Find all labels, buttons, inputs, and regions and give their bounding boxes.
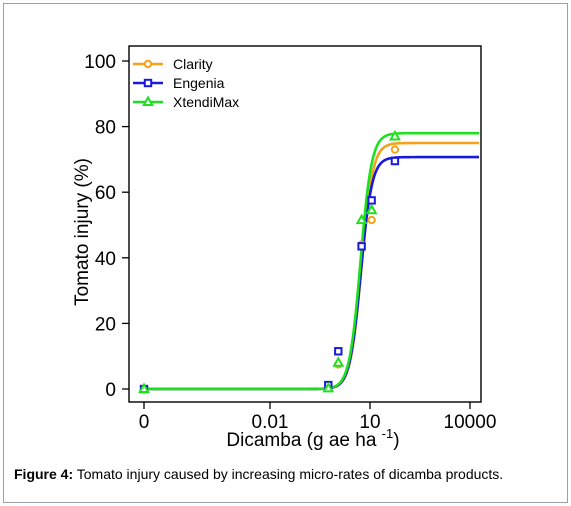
legend-label: Engenia — [173, 75, 225, 91]
data-point-engenia — [357, 242, 366, 251]
x-axis-title: Dicamba (g ae ha -1) — [226, 426, 399, 451]
legend-marker — [143, 59, 153, 69]
data-point-clarity — [390, 145, 400, 154]
y-tick-label: 60 — [95, 183, 116, 204]
data-point-xtendimax — [138, 382, 150, 393]
fit-curve-clarity — [144, 141, 479, 391]
fit-curve-xtendimax — [144, 131, 479, 391]
caption-label: Figure 4: — [14, 466, 74, 482]
legend-marker — [143, 78, 153, 88]
figure-frame — [3, 3, 568, 503]
y-tick-label: 100 — [84, 52, 116, 73]
data-point-engenia — [390, 156, 400, 166]
y-tick-label: 20 — [95, 314, 116, 335]
data-point-xtendimax — [389, 129, 401, 141]
data-point-xtendimax — [322, 381, 335, 393]
data-point-xtendimax — [365, 203, 378, 215]
figure-caption: Figure 4: Tomato injury caused by increa… — [14, 466, 503, 482]
data-point-engenia — [367, 196, 376, 205]
data-point-engenia — [334, 347, 343, 356]
y-tick-label: 0 — [105, 380, 116, 401]
plot-area — [128, 45, 482, 403]
data-point-clarity — [367, 215, 376, 225]
x-tick-label: 0 — [139, 412, 150, 433]
data-point-xtendimax — [332, 356, 345, 367]
legend-label: XtendiMax — [173, 94, 239, 110]
legend-label: Clarity — [173, 56, 213, 72]
y-axis-title: Tomato injury (%) — [72, 158, 93, 306]
x-tick-label: 0.01 — [252, 412, 289, 433]
y-tick-label: 80 — [95, 118, 116, 139]
caption-text: Tomato injury caused by increasing micro… — [73, 466, 504, 482]
data-point-xtendimax — [355, 213, 368, 225]
legend-marker — [142, 95, 154, 106]
fit-curve-engenia — [144, 155, 479, 391]
dose-response-chart: 0 20 40 60 80 100 0 0.01 10 10000 Tomato injury (%… — [72, 45, 497, 451]
x-tick-label: 10 — [359, 412, 380, 433]
x-tick-label: 10000 — [444, 412, 497, 433]
y-tick-label: 40 — [95, 249, 116, 270]
